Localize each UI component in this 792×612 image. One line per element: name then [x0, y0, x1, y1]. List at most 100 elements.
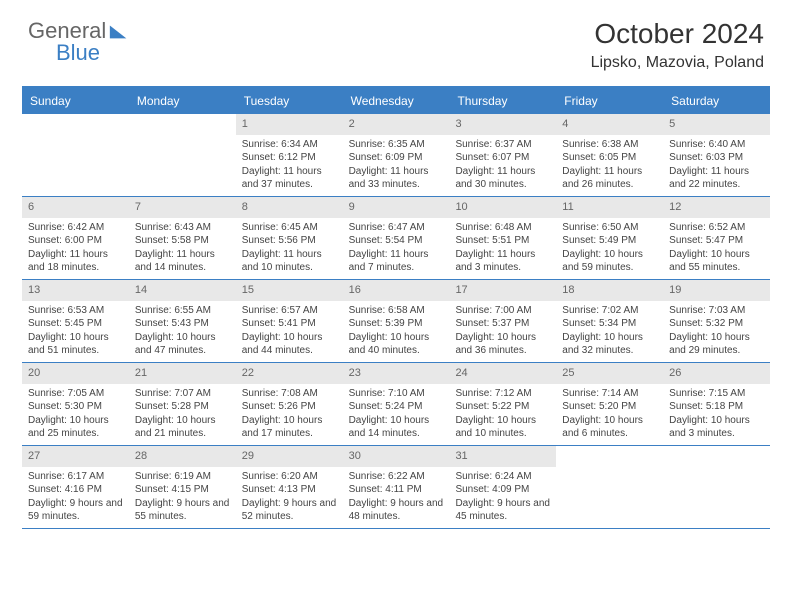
day-content: Sunrise: 7:10 AMSunset: 5:24 PMDaylight:… [343, 384, 450, 445]
sunrise-text: Sunrise: 6:40 AM [669, 138, 764, 152]
daylight-text: Daylight: 10 hours and 3 minutes. [669, 414, 764, 441]
day-cell: 13Sunrise: 6:53 AMSunset: 5:45 PMDayligh… [22, 280, 129, 362]
sunset-text: Sunset: 5:43 PM [135, 317, 230, 331]
weekday-header: Tuesday [236, 88, 343, 114]
day-number: 13 [22, 280, 129, 301]
sunrise-text: Sunrise: 6:19 AM [135, 470, 230, 484]
day-cell: 14Sunrise: 6:55 AMSunset: 5:43 PMDayligh… [129, 280, 236, 362]
week-row: 1Sunrise: 6:34 AMSunset: 6:12 PMDaylight… [22, 114, 770, 197]
day-cell: 25Sunrise: 7:14 AMSunset: 5:20 PMDayligh… [556, 363, 663, 445]
day-content: Sunrise: 6:43 AMSunset: 5:58 PMDaylight:… [129, 218, 236, 279]
sunset-text: Sunset: 4:16 PM [28, 483, 123, 497]
day-cell: 24Sunrise: 7:12 AMSunset: 5:22 PMDayligh… [449, 363, 556, 445]
day-cell: 5Sunrise: 6:40 AMSunset: 6:03 PMDaylight… [663, 114, 770, 196]
sunset-text: Sunset: 4:13 PM [242, 483, 337, 497]
day-content: Sunrise: 6:48 AMSunset: 5:51 PMDaylight:… [449, 218, 556, 279]
sunset-text: Sunset: 4:09 PM [455, 483, 550, 497]
title-block: October 2024 Lipsko, Mazovia, Poland [591, 18, 764, 72]
daylight-text: Daylight: 10 hours and 25 minutes. [28, 414, 123, 441]
daylight-text: Daylight: 10 hours and 40 minutes. [349, 331, 444, 358]
daylight-text: Daylight: 11 hours and 33 minutes. [349, 165, 444, 192]
day-content: Sunrise: 6:34 AMSunset: 6:12 PMDaylight:… [236, 135, 343, 196]
calendar: Sunday Monday Tuesday Wednesday Thursday… [22, 86, 770, 529]
day-number: 18 [556, 280, 663, 301]
sunrise-text: Sunrise: 6:34 AM [242, 138, 337, 152]
daylight-text: Daylight: 10 hours and 51 minutes. [28, 331, 123, 358]
header: General October 2024 Lipsko, Mazovia, Po… [0, 0, 792, 80]
sunrise-text: Sunrise: 6:37 AM [455, 138, 550, 152]
daylight-text: Daylight: 10 hours and 14 minutes. [349, 414, 444, 441]
day-cell: 10Sunrise: 6:48 AMSunset: 5:51 PMDayligh… [449, 197, 556, 279]
sunset-text: Sunset: 5:34 PM [562, 317, 657, 331]
daylight-text: Daylight: 10 hours and 17 minutes. [242, 414, 337, 441]
day-content: Sunrise: 6:38 AMSunset: 6:05 PMDaylight:… [556, 135, 663, 196]
week-row: 13Sunrise: 6:53 AMSunset: 5:45 PMDayligh… [22, 280, 770, 363]
day-cell [556, 446, 663, 528]
day-number: 31 [449, 446, 556, 467]
day-cell: 17Sunrise: 7:00 AMSunset: 5:37 PMDayligh… [449, 280, 556, 362]
day-content: Sunrise: 6:40 AMSunset: 6:03 PMDaylight:… [663, 135, 770, 196]
sunrise-text: Sunrise: 6:52 AM [669, 221, 764, 235]
day-number: 4 [556, 114, 663, 135]
day-content: Sunrise: 6:50 AMSunset: 5:49 PMDaylight:… [556, 218, 663, 279]
day-number: 7 [129, 197, 236, 218]
sunrise-text: Sunrise: 6:48 AM [455, 221, 550, 235]
daylight-text: Daylight: 10 hours and 21 minutes. [135, 414, 230, 441]
day-cell: 12Sunrise: 6:52 AMSunset: 5:47 PMDayligh… [663, 197, 770, 279]
sunset-text: Sunset: 6:00 PM [28, 234, 123, 248]
day-number: 10 [449, 197, 556, 218]
day-cell: 22Sunrise: 7:08 AMSunset: 5:26 PMDayligh… [236, 363, 343, 445]
sunrise-text: Sunrise: 7:00 AM [455, 304, 550, 318]
day-cell: 7Sunrise: 6:43 AMSunset: 5:58 PMDaylight… [129, 197, 236, 279]
day-content: Sunrise: 7:05 AMSunset: 5:30 PMDaylight:… [22, 384, 129, 445]
day-content: Sunrise: 6:37 AMSunset: 6:07 PMDaylight:… [449, 135, 556, 196]
sunrise-text: Sunrise: 6:55 AM [135, 304, 230, 318]
daylight-text: Daylight: 10 hours and 55 minutes. [669, 248, 764, 275]
day-number: 6 [22, 197, 129, 218]
sunrise-text: Sunrise: 7:05 AM [28, 387, 123, 401]
sunset-text: Sunset: 4:15 PM [135, 483, 230, 497]
weekday-header: Wednesday [343, 88, 450, 114]
day-number: 8 [236, 197, 343, 218]
sunset-text: Sunset: 6:07 PM [455, 151, 550, 165]
daylight-text: Daylight: 11 hours and 30 minutes. [455, 165, 550, 192]
day-number: 11 [556, 197, 663, 218]
weekday-header: Sunday [22, 88, 129, 114]
day-number: 25 [556, 363, 663, 384]
day-number: 29 [236, 446, 343, 467]
day-cell [129, 114, 236, 196]
day-content: Sunrise: 6:35 AMSunset: 6:09 PMDaylight:… [343, 135, 450, 196]
day-number: 16 [343, 280, 450, 301]
day-content: Sunrise: 7:03 AMSunset: 5:32 PMDaylight:… [663, 301, 770, 362]
sunset-text: Sunset: 5:22 PM [455, 400, 550, 414]
sunset-text: Sunset: 6:03 PM [669, 151, 764, 165]
daylight-text: Daylight: 10 hours and 32 minutes. [562, 331, 657, 358]
day-cell: 21Sunrise: 7:07 AMSunset: 5:28 PMDayligh… [129, 363, 236, 445]
daylight-text: Daylight: 10 hours and 44 minutes. [242, 331, 337, 358]
day-content: Sunrise: 6:20 AMSunset: 4:13 PMDaylight:… [236, 467, 343, 528]
daylight-text: Daylight: 9 hours and 59 minutes. [28, 497, 123, 524]
sunrise-text: Sunrise: 6:53 AM [28, 304, 123, 318]
sunset-text: Sunset: 5:47 PM [669, 234, 764, 248]
logo-text-blue: Blue [56, 40, 100, 66]
day-content: Sunrise: 6:22 AMSunset: 4:11 PMDaylight:… [343, 467, 450, 528]
day-cell: 2Sunrise: 6:35 AMSunset: 6:09 PMDaylight… [343, 114, 450, 196]
sunrise-text: Sunrise: 7:14 AM [562, 387, 657, 401]
sunset-text: Sunset: 5:18 PM [669, 400, 764, 414]
day-cell: 29Sunrise: 6:20 AMSunset: 4:13 PMDayligh… [236, 446, 343, 528]
daylight-text: Daylight: 9 hours and 55 minutes. [135, 497, 230, 524]
daylight-text: Daylight: 11 hours and 7 minutes. [349, 248, 444, 275]
day-cell: 4Sunrise: 6:38 AMSunset: 6:05 PMDaylight… [556, 114, 663, 196]
day-content: Sunrise: 6:52 AMSunset: 5:47 PMDaylight:… [663, 218, 770, 279]
day-number: 30 [343, 446, 450, 467]
daylight-text: Daylight: 11 hours and 26 minutes. [562, 165, 657, 192]
day-number: 15 [236, 280, 343, 301]
weekday-header: Monday [129, 88, 236, 114]
day-number: 12 [663, 197, 770, 218]
daylight-text: Daylight: 9 hours and 45 minutes. [455, 497, 550, 524]
sunrise-text: Sunrise: 7:15 AM [669, 387, 764, 401]
daylight-text: Daylight: 11 hours and 37 minutes. [242, 165, 337, 192]
daylight-text: Daylight: 10 hours and 36 minutes. [455, 331, 550, 358]
day-content: Sunrise: 6:55 AMSunset: 5:43 PMDaylight:… [129, 301, 236, 362]
day-cell: 31Sunrise: 6:24 AMSunset: 4:09 PMDayligh… [449, 446, 556, 528]
